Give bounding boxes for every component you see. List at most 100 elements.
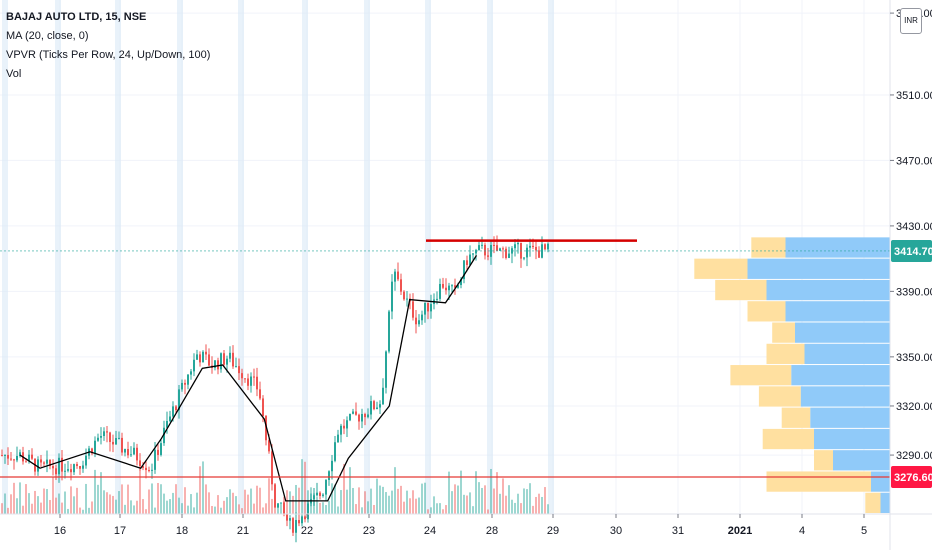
time-tick-label: 17 (114, 525, 126, 537)
ma-indicator-label[interactable]: MA (20, close, 0) (6, 30, 89, 42)
profile-row-down (758, 386, 801, 407)
volume-bar (544, 487, 546, 514)
candle-body (166, 421, 168, 428)
candle-body (496, 245, 498, 251)
time-tick-label: 21 (237, 525, 249, 537)
volume-bar (91, 501, 93, 514)
candle-body (133, 447, 135, 455)
last-price-badge-label: 3414.70 (894, 246, 932, 258)
volume-bar (247, 494, 249, 514)
volume-bar (196, 492, 198, 514)
candle-body (484, 244, 486, 256)
candle-body (178, 389, 180, 411)
candle-body (457, 285, 459, 288)
profile-row-up (795, 322, 890, 343)
candle-body (61, 457, 63, 472)
candle-body (490, 244, 492, 257)
candle-body (4, 454, 6, 456)
volume-bar (490, 468, 492, 514)
volume-bar (295, 484, 297, 514)
candle-body (436, 298, 438, 300)
candle-body (421, 314, 423, 321)
volume-bar (367, 501, 369, 514)
volume-bar (184, 487, 186, 514)
candle-body (499, 248, 501, 251)
volume-bar (73, 496, 75, 514)
volume-bar (376, 478, 378, 514)
candle-body (391, 281, 393, 312)
candle-body (142, 466, 144, 468)
price-axis: 3560.003510.003470.003430.003390.003350.… (890, 8, 932, 462)
volume-bar (514, 502, 516, 514)
volume-bar (61, 502, 63, 514)
volume-bar (199, 466, 201, 514)
candle-body (205, 351, 207, 355)
volume-bar (412, 490, 414, 514)
candle-body (55, 468, 57, 475)
profile-row-down (781, 407, 811, 428)
volume-bar (202, 461, 204, 514)
volume-bar (16, 498, 18, 514)
volume-bar (421, 483, 423, 514)
profile-row-up (833, 450, 890, 471)
candle-body (352, 411, 354, 414)
volume-bar (223, 500, 225, 514)
volume-bar (442, 509, 444, 514)
candle-body (292, 518, 294, 533)
volume-bar (250, 488, 252, 514)
session-band (177, 0, 183, 514)
candle-body (202, 351, 204, 363)
candle-body (1, 455, 3, 457)
candle-body (163, 427, 165, 444)
chart-legend: BAJAJ AUTO LTD, 15, NSE MA (20, close, 0… (6, 8, 210, 84)
candle-body (145, 467, 147, 471)
candle-body (535, 246, 537, 251)
candle-body (70, 469, 72, 473)
currency-button[interactable]: INR (900, 8, 922, 34)
volume-bar (166, 500, 168, 514)
candle-body (424, 302, 426, 315)
candle-body (7, 454, 9, 459)
volume-indicator-label[interactable]: Vol (6, 68, 22, 80)
candle-body (397, 271, 399, 280)
volume-bar (46, 489, 48, 514)
volume-bar (394, 467, 396, 514)
candle-body (508, 253, 510, 258)
time-tick-label: 16 (54, 525, 66, 537)
volume-bar (445, 505, 447, 514)
candle-body (199, 354, 201, 363)
candle-body (247, 378, 249, 386)
candle-body (487, 255, 489, 257)
volume-bar (130, 500, 132, 514)
candle-body (358, 414, 360, 422)
volume-bar (535, 496, 537, 514)
profile-row-down (694, 258, 748, 279)
candle-body (100, 435, 102, 438)
candle-body (43, 462, 45, 464)
candle-body (532, 245, 534, 247)
candle-body (469, 254, 471, 265)
candle-body (406, 298, 408, 300)
candle-body (475, 250, 477, 254)
candle-body (478, 245, 480, 251)
vpvr-indicator-label[interactable]: VPVR (Ticks Per Row, 24, Up/Down, 100) (6, 49, 211, 61)
volume-bar (481, 487, 483, 514)
candle-body (505, 248, 507, 258)
volume-bar (337, 506, 339, 514)
volume-bar (178, 497, 180, 514)
volume-bar (457, 485, 459, 514)
candle-body (244, 378, 246, 380)
volume-bar (370, 488, 372, 514)
volume-bar (187, 505, 189, 514)
candle-body (544, 244, 546, 250)
candle-body (151, 469, 153, 471)
candle-body (64, 470, 66, 472)
symbol-title[interactable]: BAJAJ AUTO LTD, 15, NSE (6, 11, 147, 23)
volume-bar (508, 485, 510, 514)
volume-bar (319, 502, 321, 514)
volume-bar (163, 493, 165, 514)
volume-bar (334, 484, 336, 514)
candle-body (466, 260, 468, 265)
time-axis: 16 17 18 21 22 23 24 28 29 30 31 2021 4 5 (54, 514, 867, 537)
